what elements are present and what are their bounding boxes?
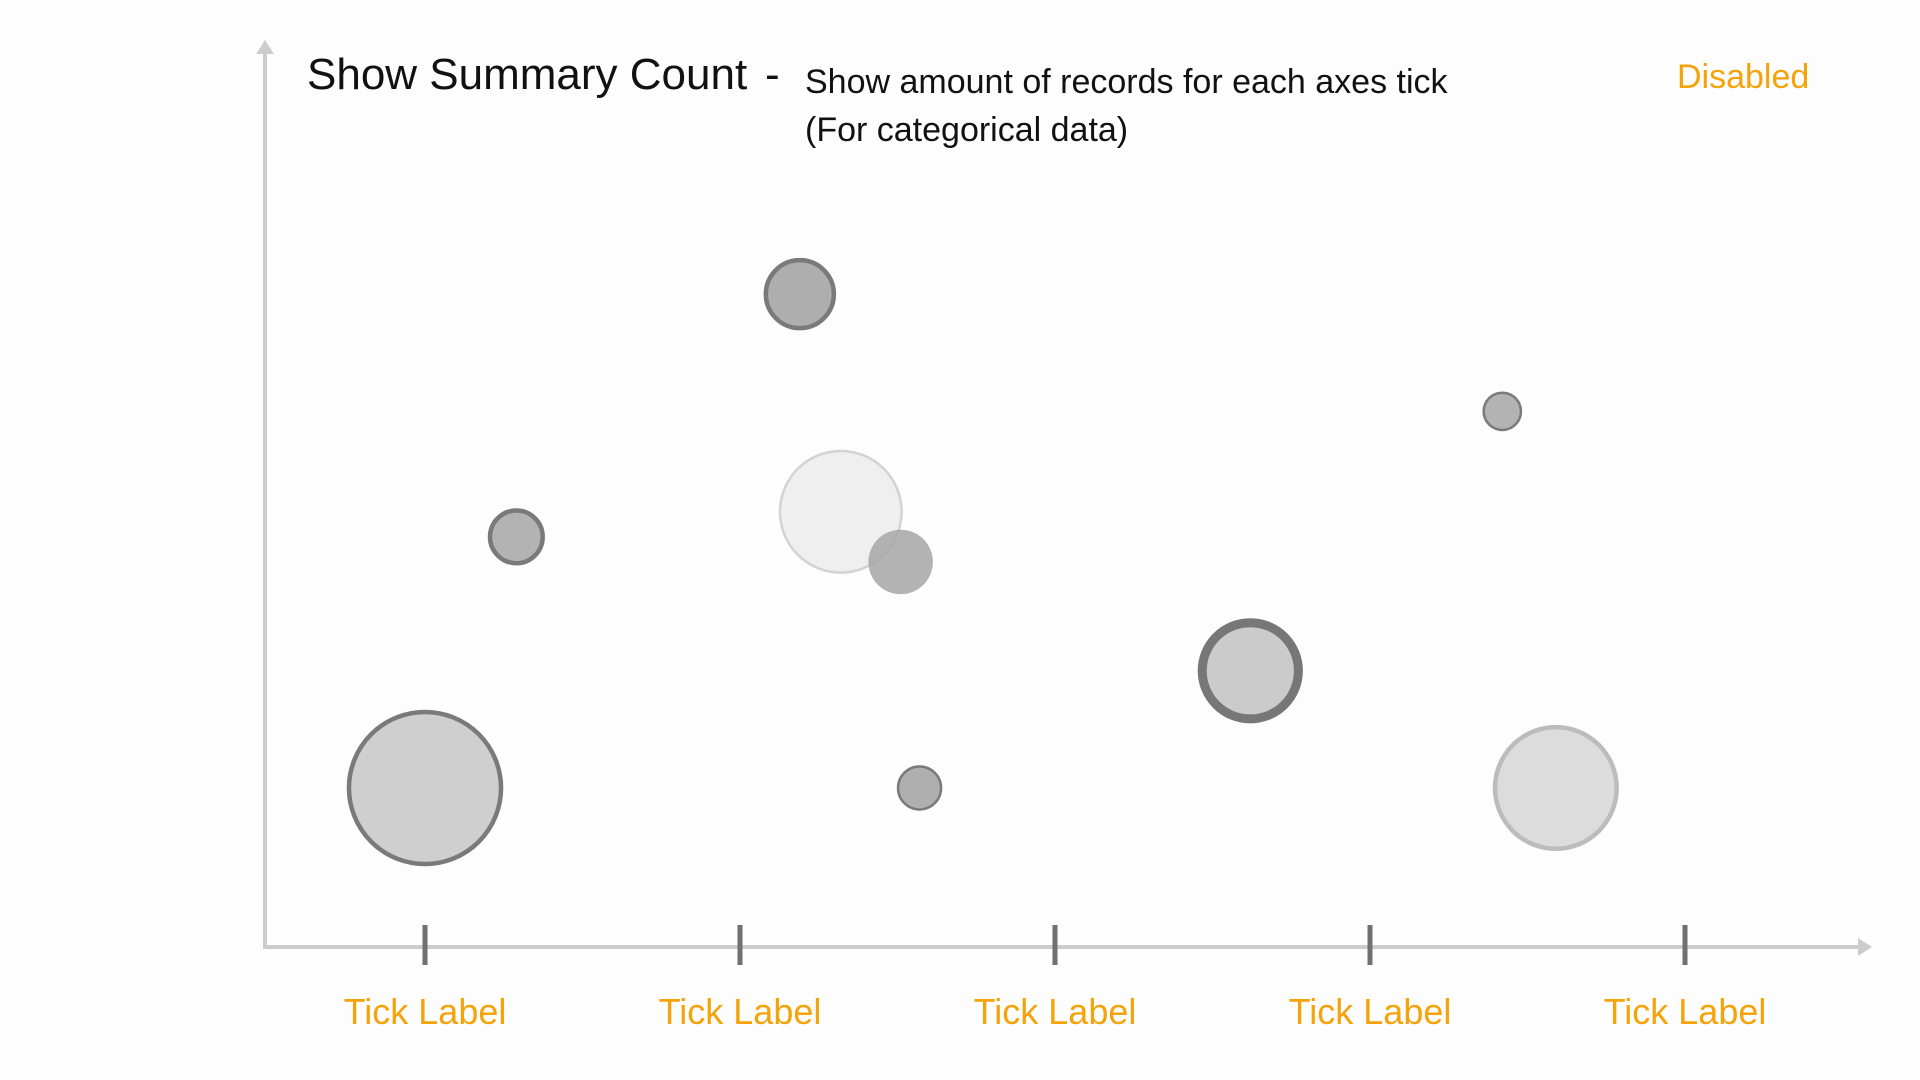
title-separator: - [765, 50, 780, 99]
x-axis-arrow [1858, 938, 1872, 956]
x-tick-label: Tick Label [974, 991, 1137, 1032]
chart-subtitle: Show amount of records for each axes tic… [805, 58, 1448, 154]
data-point [487, 508, 545, 566]
y-axis-arrow [256, 40, 274, 54]
data-point [868, 529, 933, 595]
data-point [1197, 618, 1303, 724]
chart-title: Show Summary Count [307, 50, 748, 99]
data-point [763, 257, 837, 331]
data-point [1482, 391, 1523, 432]
x-tick-label: Tick Label [1289, 991, 1452, 1032]
data-point [1492, 724, 1619, 852]
subtitle-line-1: Show amount of records for each axes tic… [805, 63, 1448, 101]
status-label: Disabled [1677, 58, 1810, 96]
x-tick-label: Tick Label [659, 991, 822, 1032]
data-point [778, 449, 903, 574]
x-tick-label: Tick Label [344, 991, 507, 1032]
x-tick-label: Tick Label [1604, 991, 1767, 1032]
data-point [346, 709, 504, 867]
subtitle-line-2: (For categorical data) [805, 111, 1129, 149]
data-point [896, 765, 943, 811]
